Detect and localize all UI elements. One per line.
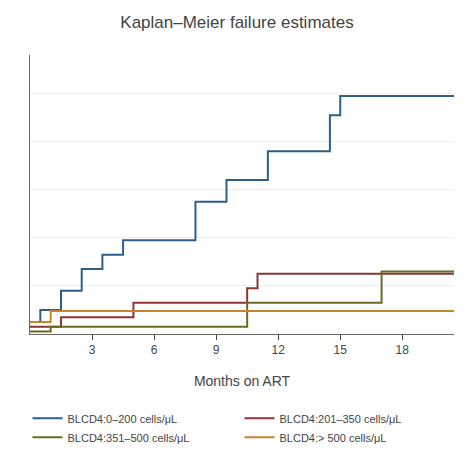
svg-text:BLCD4:> 500 cells/μL: BLCD4:> 500 cells/μL: [280, 432, 387, 444]
svg-text:Months on ART: Months on ART: [194, 373, 291, 389]
svg-text:15: 15: [334, 343, 348, 357]
svg-text:BLCD4:201–350 cells/μL: BLCD4:201–350 cells/μL: [280, 413, 402, 425]
svg-text:BLCD4:351–500 cells/μL: BLCD4:351–500 cells/μL: [68, 432, 190, 444]
svg-text:BLCD4:0–200 cells/μL: BLCD4:0–200 cells/μL: [68, 413, 178, 425]
svg-text:12: 12: [272, 343, 286, 357]
svg-text:6: 6: [151, 343, 158, 357]
svg-text:18: 18: [396, 343, 410, 357]
svg-text:Kaplan–Meier failure estimates: Kaplan–Meier failure estimates: [120, 13, 353, 32]
svg-text:9: 9: [213, 343, 220, 357]
svg-text:3: 3: [89, 343, 96, 357]
